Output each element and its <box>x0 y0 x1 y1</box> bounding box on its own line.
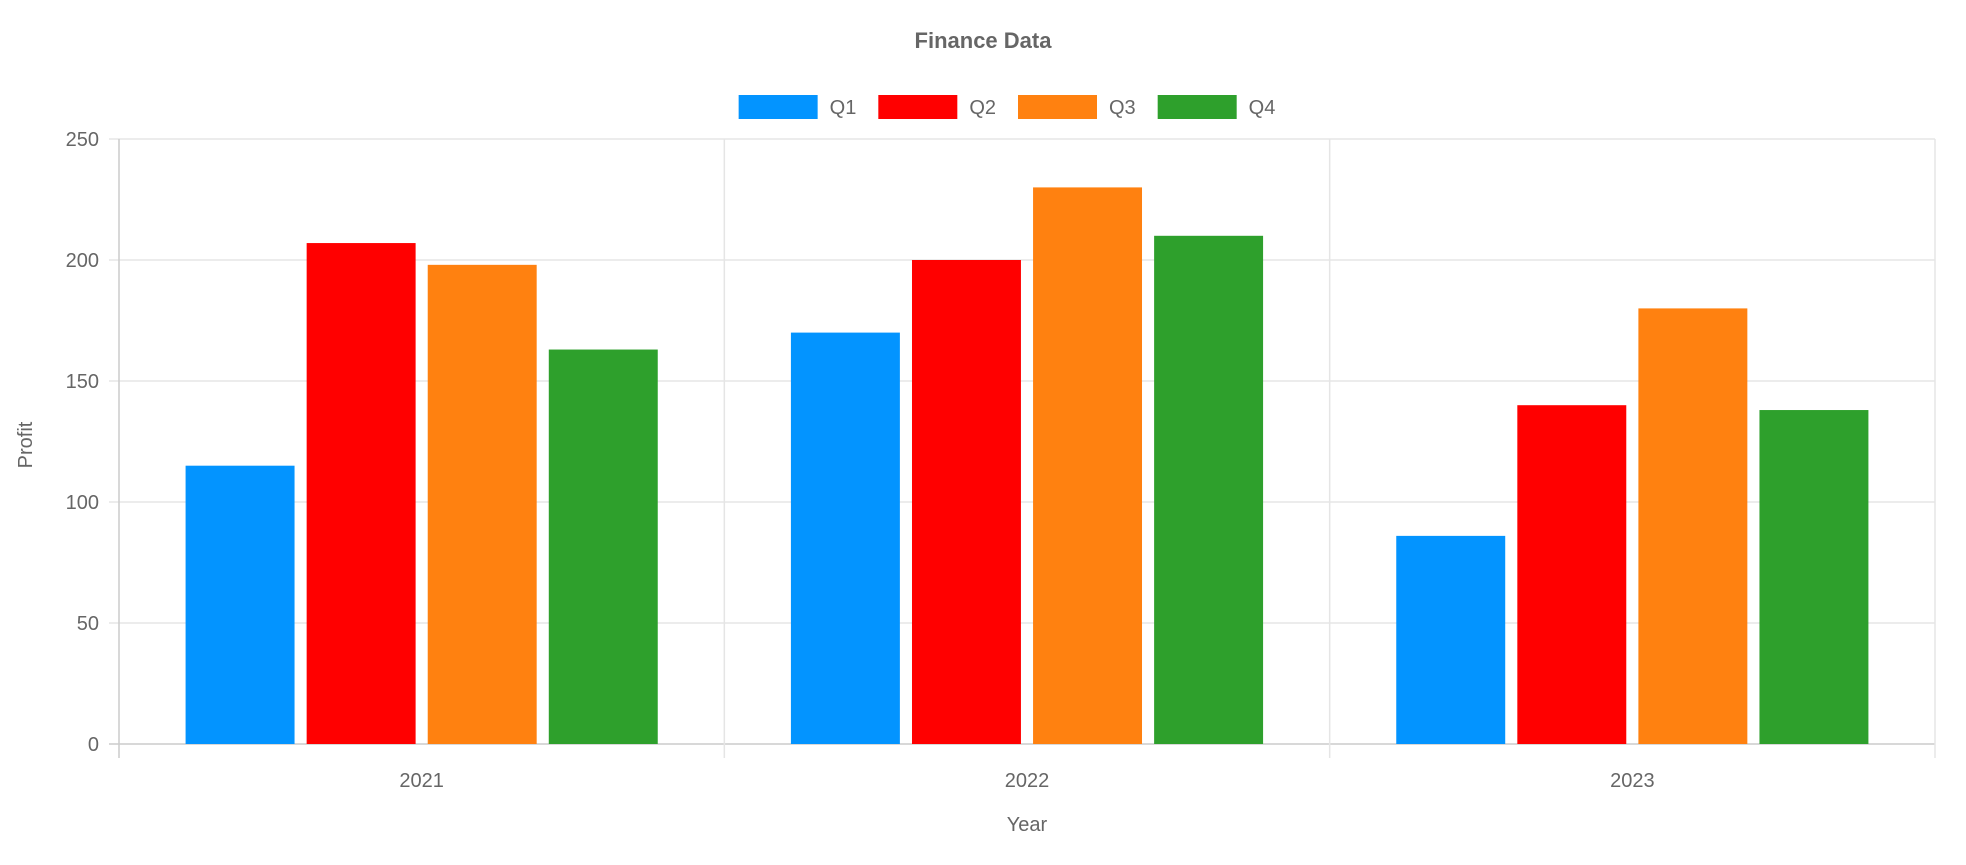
legend: Q1 Q2 Q3 Q4 <box>738 95 1276 119</box>
legend-label: Q3 <box>1109 97 1136 119</box>
bar-q1-2023 <box>1396 535 1506 744</box>
legend-item-q2: Q2 <box>878 95 996 119</box>
x-tick-label: 2023 <box>1610 770 1655 792</box>
bar-q2-2023 <box>1517 405 1627 744</box>
bar-q3-2021 <box>427 264 537 744</box>
legend-swatch <box>1157 95 1237 119</box>
bars <box>185 187 1869 745</box>
legend-label: Q1 <box>830 97 857 119</box>
legend-item-q1: Q1 <box>738 95 857 119</box>
bar-q1-2021 <box>185 465 295 744</box>
legend-item-q4: Q4 <box>1157 95 1276 119</box>
bar-q3-2023 <box>1638 308 1748 744</box>
y-tick-label: 150 <box>66 371 99 393</box>
x-tick-label: 2022 <box>1005 770 1050 792</box>
legend-swatch <box>738 95 818 119</box>
legend-swatch <box>878 95 958 119</box>
y-axis-label: Profit <box>15 421 37 468</box>
bar-q3-2022 <box>1033 187 1143 744</box>
x-axis-label: Year <box>1007 814 1048 836</box>
bar-q4-2021 <box>548 349 658 744</box>
y-tick-label: 50 <box>77 613 99 635</box>
bar-q4-2022 <box>1154 235 1264 745</box>
bar-q1-2022 <box>790 332 900 744</box>
legend-label: Q2 <box>969 97 996 119</box>
y-tick-label: 200 <box>66 250 99 272</box>
legend-item-q3: Q3 <box>1018 95 1136 119</box>
bar-q2-2021 <box>306 243 416 744</box>
axes: 0 50 100 150 200 250 2021 2022 2023 <box>66 129 1655 792</box>
chart-title: Finance Data <box>915 28 1053 53</box>
x-tick-label: 2021 <box>399 770 444 792</box>
bar-q4-2023 <box>1759 410 1869 744</box>
y-tick-label: 0 <box>88 734 99 756</box>
y-tick-label: 250 <box>66 129 99 151</box>
y-tick-label: 100 <box>66 492 99 514</box>
bar-q2-2022 <box>911 260 1021 744</box>
legend-swatch <box>1018 95 1097 119</box>
legend-label: Q4 <box>1249 97 1276 119</box>
